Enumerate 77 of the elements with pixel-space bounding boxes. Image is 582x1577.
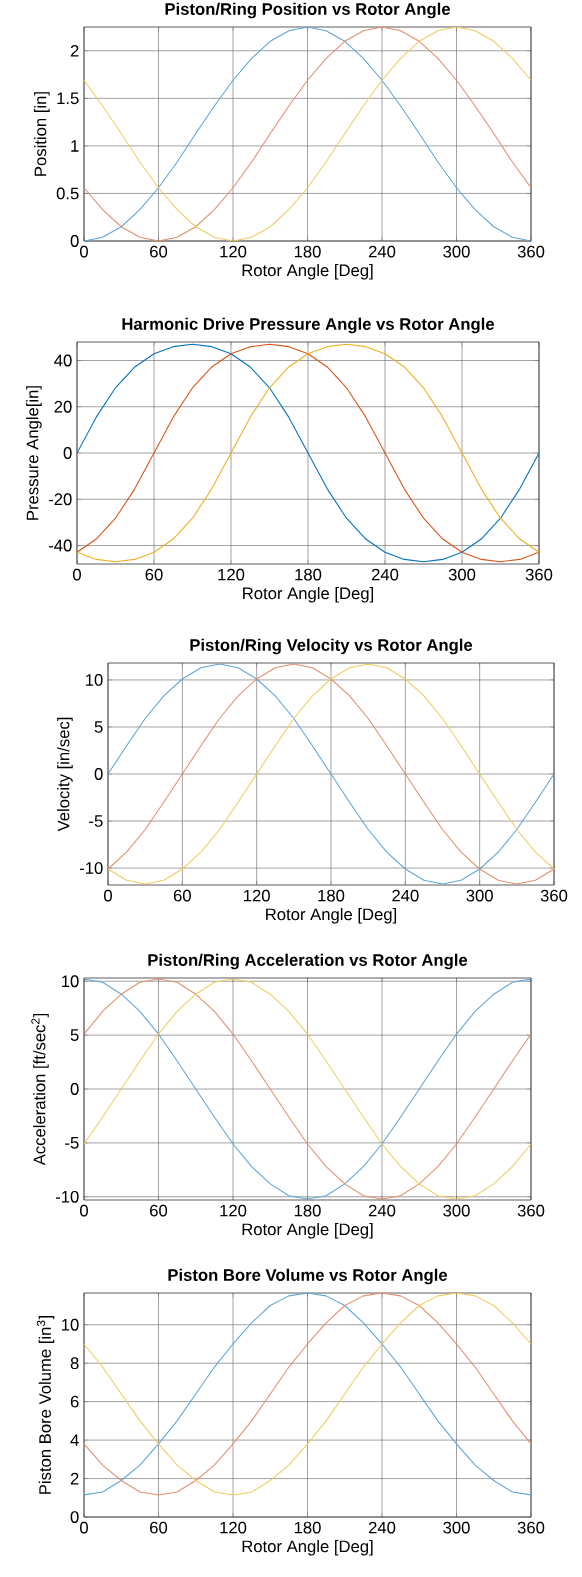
x-tick-label: 240 <box>368 245 396 258</box>
x-tick-label: 240 <box>368 1521 396 1534</box>
y-tick-label: -5 <box>65 1137 79 1149</box>
x-tick-label: 300 <box>443 245 470 258</box>
y-tick-label: 2 <box>70 44 79 57</box>
x-tick-label: 120 <box>220 1521 247 1534</box>
y-tick-label: 4 <box>70 1434 79 1446</box>
y-tick-label: 0.5 <box>56 187 79 200</box>
y-tick-label: 1.5 <box>57 92 79 105</box>
y-tick-label: 8 <box>70 1357 79 1370</box>
x-axis-title: Rotor Angle [Deg] <box>242 1540 373 1556</box>
line-series <box>84 978 531 1200</box>
x-tick-label: 300 <box>466 889 493 902</box>
x-tick-label: 60 <box>173 889 191 902</box>
y-tick-label: 5 <box>70 1029 79 1041</box>
line-series <box>84 27 531 242</box>
x-tick-label: 180 <box>295 568 322 581</box>
x-tick-label: 60 <box>145 568 163 581</box>
x-tick-label: 360 <box>540 889 568 902</box>
x-axis-title: Rotor Angle [Deg] <box>266 908 397 924</box>
x-axis-title: Rotor Angle [Deg] <box>242 263 373 280</box>
line-series <box>108 663 554 885</box>
x-tick-label: 240 <box>392 889 419 902</box>
x-tick-label: 300 <box>443 1204 470 1217</box>
chart-title: Piston/Ring Acceleration vs Rotor Angle <box>148 953 468 970</box>
x-tick-label: 240 <box>368 1204 396 1217</box>
x-tick-label: 60 <box>150 1204 168 1217</box>
y-tick-label: 20 <box>54 400 72 413</box>
x-tick-label: 300 <box>448 568 476 581</box>
y-axis-title: Piston Bore Volume [in$^{3}$] <box>36 1316 55 1494</box>
x-tick-label: 360 <box>517 245 545 258</box>
y-tick-label: 10 <box>62 1318 79 1331</box>
chart-title: Harmonic Drive Pressure Angle vs Rotor Angle <box>122 317 495 334</box>
y-tick-label: 5 <box>94 721 103 733</box>
y-tick-label: -20 <box>48 493 72 506</box>
x-tick-label: 120 <box>218 568 245 581</box>
x-tick-label: 360 <box>517 1204 545 1217</box>
x-tick-label: 300 <box>443 1521 470 1534</box>
y-axis-title: Pressure Angle[in] <box>26 386 42 520</box>
x-axis-title: Rotor Angle [Deg] <box>243 586 374 603</box>
x-tick-label: 180 <box>294 245 321 258</box>
x-tick-label: 360 <box>525 568 553 581</box>
x-tick-label: 240 <box>371 568 399 581</box>
y-tick-label: 10 <box>86 674 103 686</box>
y-tick-label: 0 <box>63 447 72 459</box>
y-tick-label: 0 <box>70 1083 79 1095</box>
y-tick-label: 0 <box>94 768 103 780</box>
chart-title: Piston/Ring Position vs Rotor Angle <box>165 2 451 19</box>
y-tick-label: 0 <box>70 1511 79 1523</box>
x-tick-label: 180 <box>294 1204 321 1217</box>
x-tick-label: 360 <box>517 1521 545 1534</box>
y-tick-label: 6 <box>70 1395 79 1408</box>
chart-title: Piston/Ring Velocity vs Rotor Angle <box>190 638 473 655</box>
x-tick-label: 0 <box>104 889 112 902</box>
line-series <box>84 1293 531 1496</box>
x-tick-label: 60 <box>150 1521 168 1534</box>
x-tick-label: 120 <box>244 889 270 902</box>
y-tick-label: 2 <box>70 1472 79 1485</box>
y-tick-label: -10 <box>79 862 103 874</box>
y-tick-label: -5 <box>89 815 103 827</box>
y-tick-label: 10 <box>62 975 79 988</box>
x-tick-label: 120 <box>220 245 247 258</box>
x-axis-title: Rotor Angle [Deg] <box>242 1223 373 1239</box>
x-tick-label: 180 <box>318 889 345 902</box>
line-series <box>77 343 539 563</box>
y-tick-label: 0 <box>70 235 79 247</box>
x-tick-label: 120 <box>220 1204 247 1217</box>
x-tick-label: 60 <box>150 245 168 258</box>
x-tick-label: 180 <box>294 1521 321 1534</box>
y-tick-label: 1 <box>71 140 79 152</box>
y-tick-label: -10 <box>55 1190 79 1203</box>
y-tick-label: 40 <box>54 354 72 367</box>
y-axis-title: Acceleration [ft/sec$^{2}$] <box>31 1013 49 1166</box>
y-axis-title: Position [in] <box>34 92 50 176</box>
chart-title: Piston Bore Volume vs Rotor Angle <box>168 1268 448 1285</box>
y-axis-title: Velocity [in/sec] <box>57 717 73 832</box>
y-tick-label: -40 <box>48 539 72 552</box>
